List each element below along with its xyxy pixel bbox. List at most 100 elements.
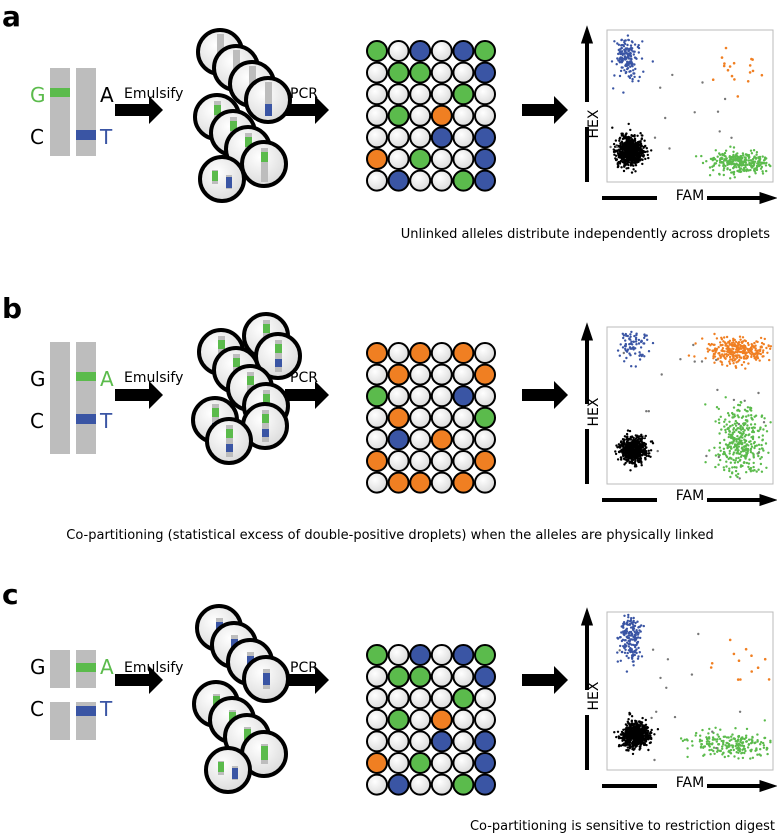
data-point xyxy=(641,728,644,731)
data-point xyxy=(701,81,704,84)
data-point xyxy=(745,727,749,731)
data-point xyxy=(633,43,637,46)
data-point xyxy=(749,466,753,470)
droplet-grid xyxy=(366,644,496,796)
data-point xyxy=(620,631,623,634)
chromosome-fragment xyxy=(50,650,70,688)
data-point xyxy=(622,626,625,629)
data-point xyxy=(753,741,756,745)
data-point xyxy=(614,139,618,142)
data-point xyxy=(754,172,757,175)
data-point xyxy=(760,470,764,473)
droplet-grid xyxy=(366,342,496,494)
data-point xyxy=(627,166,630,170)
data-point xyxy=(766,351,769,354)
allele-band-t xyxy=(76,130,96,140)
data-point xyxy=(727,443,730,447)
data-point xyxy=(633,441,636,444)
data-point xyxy=(715,740,718,743)
data-point xyxy=(732,362,735,365)
panel-letter: a xyxy=(2,0,21,33)
data-point xyxy=(640,340,643,343)
data-point xyxy=(744,153,748,156)
data-point xyxy=(643,336,646,340)
grid-droplet xyxy=(366,708,388,731)
data-point xyxy=(729,145,732,148)
grid-droplet xyxy=(366,40,388,62)
data-point xyxy=(746,406,750,409)
data-point xyxy=(745,169,748,173)
data-point xyxy=(750,654,753,657)
data-point xyxy=(695,731,698,735)
data-point xyxy=(634,437,638,440)
data-point xyxy=(613,149,616,152)
grid-droplet xyxy=(387,730,410,753)
data-point xyxy=(719,749,722,753)
data-point xyxy=(632,664,635,667)
data-point xyxy=(634,621,637,625)
data-point xyxy=(765,466,768,469)
data-point xyxy=(635,441,638,444)
data-point xyxy=(694,155,698,158)
data-point xyxy=(748,64,752,67)
data-point xyxy=(748,71,752,74)
chromosome-strand xyxy=(50,68,70,156)
grid-droplet xyxy=(409,471,432,494)
data-point xyxy=(633,135,636,138)
grid-droplet xyxy=(452,450,475,472)
droplet xyxy=(240,140,288,188)
data-point xyxy=(639,728,642,732)
allele-band-a xyxy=(263,394,270,403)
data-point xyxy=(642,342,645,345)
data-point xyxy=(623,442,626,445)
data-point xyxy=(735,466,738,469)
data-point xyxy=(727,414,731,417)
data-point xyxy=(631,455,635,458)
grid-droplet xyxy=(474,450,496,472)
grid-droplet xyxy=(366,428,388,451)
data-point xyxy=(639,733,642,736)
data-point xyxy=(729,461,732,464)
data-point xyxy=(730,744,734,747)
data-point xyxy=(750,409,753,412)
data-point xyxy=(699,734,702,737)
data-point xyxy=(681,739,685,743)
data-point xyxy=(647,454,650,458)
data-point xyxy=(729,425,732,428)
data-point xyxy=(727,736,730,739)
data-point xyxy=(731,437,734,440)
grid-droplet xyxy=(409,148,432,170)
data-point xyxy=(727,744,731,748)
data-point xyxy=(731,351,734,354)
data-point xyxy=(634,164,638,167)
data-point xyxy=(628,152,631,155)
grid-droplet xyxy=(474,148,496,170)
data-point xyxy=(614,157,617,160)
data-point xyxy=(762,744,766,747)
data-point xyxy=(634,742,637,745)
data-point xyxy=(621,154,624,158)
data-point xyxy=(687,354,691,357)
data-point xyxy=(762,349,765,352)
data-point xyxy=(744,439,748,443)
data-point xyxy=(618,743,621,747)
data-point xyxy=(744,647,748,651)
data-point xyxy=(623,732,626,736)
data-point xyxy=(637,450,640,454)
data-point xyxy=(719,341,722,344)
data-point xyxy=(621,453,625,457)
data-point xyxy=(641,162,644,166)
grid-droplet xyxy=(452,471,475,494)
data-point xyxy=(736,342,740,345)
data-point xyxy=(717,743,721,746)
data-point xyxy=(708,745,711,748)
data-point xyxy=(640,454,643,457)
data-point xyxy=(732,416,735,419)
data-point xyxy=(727,743,731,746)
data-point xyxy=(618,354,621,357)
data-point xyxy=(736,155,739,158)
data-point xyxy=(625,51,628,55)
allele-band-g xyxy=(50,88,70,97)
data-point xyxy=(736,435,739,438)
data-point xyxy=(632,436,635,440)
